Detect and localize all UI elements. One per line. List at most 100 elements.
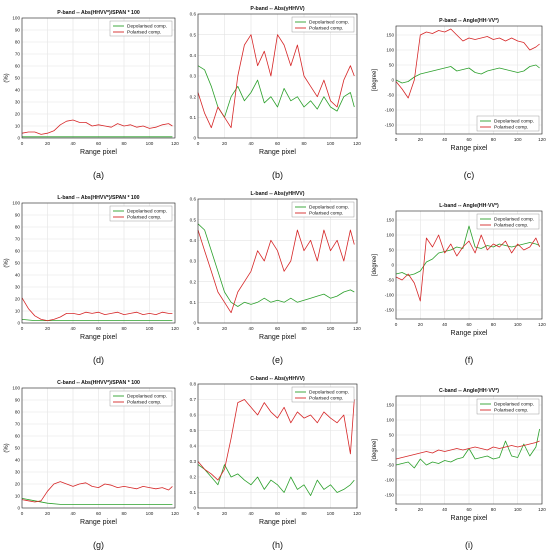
legend-label: Polarised comp.	[309, 211, 343, 217]
y-tick-label: 100	[386, 418, 394, 423]
x-tick-label: 80	[121, 326, 127, 331]
x-tick-label: 80	[121, 141, 127, 146]
y-tick-label: 10	[15, 309, 21, 314]
panel-caption: (i)	[465, 540, 473, 550]
chart-title: L-band -- Angle(HH·VV*)	[439, 203, 499, 209]
chart-panel-f: 0 20 40 60 80 100 120 -150 -100 -50 0 50 100 150 L-ban…	[372, 203, 546, 365]
y-axis-label: (%)	[4, 258, 10, 267]
x-tick-label: 100	[327, 141, 335, 146]
legend-label: Depolarised comp.	[309, 20, 349, 26]
y-tick-label: 40	[15, 88, 21, 93]
legend: Depolarised comp.Polarised comp.	[109, 205, 173, 222]
x-tick-label: 120	[353, 511, 361, 516]
legend-label: Depolarised comp.	[127, 24, 167, 30]
y-tick-label: 30	[15, 100, 21, 105]
series-line-depolarised	[21, 498, 173, 505]
legend: Depolarised comp.Polarised comp.	[291, 201, 355, 218]
chart-title: C-band -- Abs(HHVV*)/SPAN * 100	[57, 380, 140, 386]
series-line-depolarised	[395, 64, 540, 84]
x-tick-label: 60	[96, 326, 102, 331]
y-tick-label: 100	[386, 48, 394, 53]
panel-caption: (d)	[93, 355, 104, 365]
y-tick-label: 80	[15, 40, 21, 45]
x-tick-label: 60	[466, 137, 472, 142]
x-tick-label: 100	[146, 326, 154, 331]
y-tick-label: 0.5	[190, 32, 197, 37]
chart-title: P-band -- Abs(γHHVV)	[250, 6, 305, 12]
x-tick-label: 0	[197, 511, 200, 516]
axes-frame	[395, 25, 543, 135]
x-tick-label: 40	[70, 141, 76, 146]
chart-panel-c: 0 20 40 60 80 100 120 -150 -100 -50 0 50 100 150 P-ban…	[372, 18, 546, 180]
x-tick-label: 40	[442, 322, 448, 327]
y-tick-label: 90	[15, 28, 21, 33]
y-axis-label: (%)	[4, 443, 10, 452]
y-tick-label: 0.6	[190, 413, 197, 418]
x-tick-label: 0	[197, 141, 200, 146]
panel-caption: (f)	[465, 355, 474, 365]
legend-label: Depolarised comp.	[127, 394, 167, 400]
y-tick-label: 50	[389, 433, 395, 438]
y-tick-label: 0.8	[190, 382, 197, 387]
legend-label: Depolarised comp.	[309, 205, 349, 211]
x-tick-label: 40	[248, 511, 254, 516]
y-tick-label: -50	[387, 93, 394, 98]
x-tick-label: 100	[514, 507, 522, 512]
y-tick-label: 0	[391, 78, 394, 83]
x-axis-label: Range pixel	[451, 515, 488, 522]
x-tick-label: 20	[222, 141, 228, 146]
x-tick-label: 0	[395, 137, 398, 142]
y-tick-label: 90	[15, 398, 21, 403]
y-tick-label: -150	[385, 493, 395, 498]
legend: Depolarised comp.Polarised comp.	[476, 115, 540, 132]
y-tick-label: 0	[17, 506, 20, 511]
axes-frame	[395, 395, 543, 505]
y-tick-label: 40	[15, 458, 21, 463]
x-tick-label: 0	[21, 141, 24, 146]
y-axis-label: [degree]	[372, 439, 378, 461]
legend-label: Depolarised comp.	[494, 119, 534, 125]
axes-frame	[197, 383, 358, 509]
legend-label: Depolarised comp.	[494, 402, 534, 408]
y-tick-label: 150	[386, 33, 394, 38]
x-tick-label: 80	[491, 507, 497, 512]
axes-frame	[395, 210, 543, 320]
axes-frame	[197, 13, 358, 139]
y-tick-label: 10	[15, 124, 21, 129]
y-tick-label: 0.6	[190, 12, 197, 17]
axes-frame	[21, 387, 176, 509]
series-line-polarised	[21, 297, 173, 322]
legend: Depolarised comp.Polarised comp.	[291, 16, 355, 33]
x-tick-label: 80	[301, 141, 307, 146]
legend: Depolarised comp.Polarised comp.	[476, 213, 540, 230]
x-tick-label: 120	[538, 137, 546, 142]
x-tick-label: 20	[418, 507, 424, 512]
panel-caption: (c)	[464, 170, 475, 180]
x-tick-label: 0	[21, 326, 24, 331]
y-axis-label: (%)	[4, 73, 10, 82]
y-tick-label: 100	[12, 386, 20, 391]
x-axis-label: Range pixel	[259, 334, 296, 341]
y-tick-label: 0.2	[190, 279, 197, 284]
panel-caption: (h)	[272, 540, 283, 550]
x-tick-label: 60	[466, 322, 472, 327]
y-tick-label: 0.3	[190, 259, 197, 264]
y-tick-label: 50	[15, 446, 21, 451]
chart-panel-h: 0 20 40 60 80 100 120 0 0.1 0.2 0.3 0.4 0.5 0.6 0.7 0.8…	[190, 376, 362, 550]
axes-frame	[21, 202, 176, 324]
series-line-depolarised	[395, 225, 540, 276]
panel-caption: (b)	[272, 170, 283, 180]
x-tick-label: 40	[70, 511, 76, 516]
y-tick-label: 60	[15, 434, 21, 439]
y-tick-label: 150	[386, 218, 394, 223]
chart-title: C-band -- Abs(γHHVV)	[250, 376, 305, 382]
x-tick-label: 80	[121, 511, 127, 516]
y-tick-label: 70	[15, 422, 21, 427]
series-line-polarised	[197, 229, 355, 314]
legend: Depolarised comp.Polarised comp.	[109, 390, 173, 407]
y-tick-label: 100	[12, 16, 20, 21]
legend: Depolarised comp.Polarised comp.	[476, 398, 540, 415]
x-tick-label: 20	[418, 322, 424, 327]
chart-panel-b: 0 20 40 60 80 100 120 0 0.1 0.2 0.3 0.4 0.5 0.6 P-band…	[190, 6, 362, 180]
